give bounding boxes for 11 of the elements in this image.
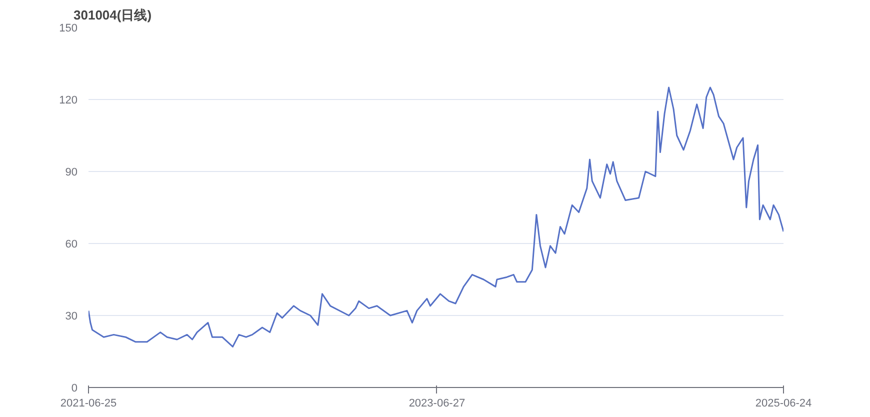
line-series [88, 86, 784, 348]
y-tick-label: 60 [65, 238, 78, 250]
x-tick-label: 2025-06-24 [755, 398, 812, 410]
y-tick-label: 120 [59, 94, 78, 106]
x-tick-label: 2023-06-27 [408, 398, 466, 410]
y-tick-label: 150 [59, 22, 78, 34]
y-tick-label: 0 [71, 382, 78, 394]
y-tick-label: 90 [65, 166, 78, 178]
chart-title: 301004(日线) [74, 8, 152, 22]
x-tick-label: 2021-06-25 [60, 398, 117, 410]
y-tick-label: 30 [65, 310, 78, 322]
